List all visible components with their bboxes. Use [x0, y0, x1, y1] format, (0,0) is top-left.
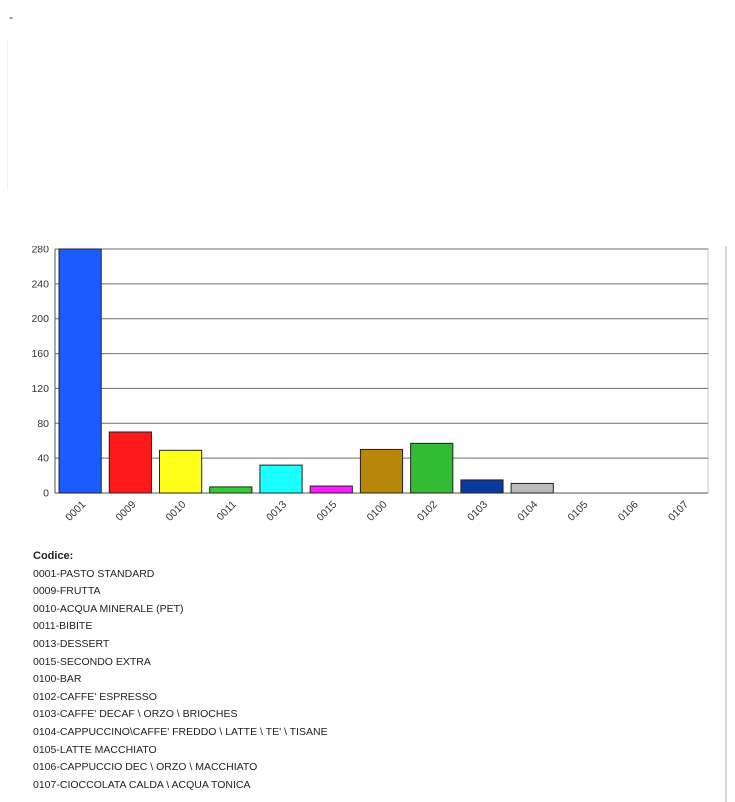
legend-item: 0106-CAPPUCCIO DEC \ ORZO \ MACCHIATO [33, 761, 258, 774]
legend-list: 0001-PASTO STANDARD 0009-FRUTTA 0010-ACQUA… [33, 566, 328, 795]
bar-0015 [309, 485, 353, 494]
x-tick-label: 0100 [365, 499, 390, 524]
x-tick-label: 0015 [314, 499, 339, 524]
legend: Codice: 0001-PASTO STANDARD 0009-FRUTTA 00… [33, 548, 328, 794]
bar-0010 [158, 449, 203, 494]
legend-item: 0001-PASTO STANDARD [33, 567, 155, 580]
bar-0103 [460, 479, 504, 494]
bar-0102 [410, 442, 454, 494]
x-tick-label: 0001 [63, 499, 88, 524]
y-tick-label: 280 [31, 246, 49, 256]
x-tick-label: 0102 [415, 499, 440, 524]
x-tick-label: 0011 [214, 499, 239, 524]
legend-item: 0105-LATTE MACCHIATO [33, 743, 157, 756]
y-tick-label: 0 [43, 488, 49, 500]
bar-chart: 0 40 80 120 160 200 240 280 0001 0009 0010 0011 0013… [31, 246, 709, 524]
legend-item: 0103-CAFFE' DECAF \ ORZO \ BRIOCHES [33, 708, 238, 721]
legend-item: 0102-CAFFE' ESPRESSO [33, 690, 157, 703]
legend-item: 0107-CIOCCOLATA CALDA \ ACQUA TONICA [33, 778, 251, 791]
bar-0100 [359, 448, 404, 494]
legend-item: 0015-SECONDO EXTRA [33, 655, 151, 668]
x-tick-label: 0107 [666, 499, 691, 524]
x-tick-label: 0104 [515, 499, 540, 524]
legend-item: 0009-FRUTTA [33, 585, 101, 598]
faint-divider [7, 40, 8, 190]
legend-item: 0010-ACQUA MINERALE (PET) [33, 602, 184, 615]
y-tick-label: 120 [31, 383, 49, 395]
legend-item: 0104-CAPPUCCINO\CAFFE' FREDDO \ LATTE \ … [33, 725, 328, 738]
y-tick-label: 40 [37, 453, 49, 465]
x-tick-label: 0013 [264, 499, 289, 524]
bar-0011 [209, 486, 253, 494]
legend-item: 0013-DESSERT [33, 637, 110, 650]
x-tick-label: 0106 [616, 499, 641, 524]
leading-dash: - [9, 10, 13, 24]
bar-0001 [58, 248, 102, 494]
x-tick-label: 0010 [164, 499, 189, 524]
legend-title: Codice: [33, 550, 74, 562]
bar-0104 [510, 482, 554, 494]
y-tick-label: 240 [31, 278, 49, 290]
bar-0013 [259, 464, 303, 494]
x-tick-label: 0105 [566, 499, 591, 524]
x-tick-label: 0009 [113, 499, 138, 524]
y-tick-label: 160 [31, 348, 49, 360]
legend-item: 0011-BIBITE [33, 620, 93, 633]
legend-item: 0100-BAR [33, 673, 82, 686]
chart-panel: 0 40 80 120 160 200 240 280 0001 0009 0010 0011 0013… [25, 246, 727, 802]
y-tick-label: 80 [37, 418, 49, 430]
bar-0009 [108, 431, 152, 494]
x-tick-label: 0103 [465, 499, 490, 524]
y-tick-label: 200 [31, 313, 49, 325]
